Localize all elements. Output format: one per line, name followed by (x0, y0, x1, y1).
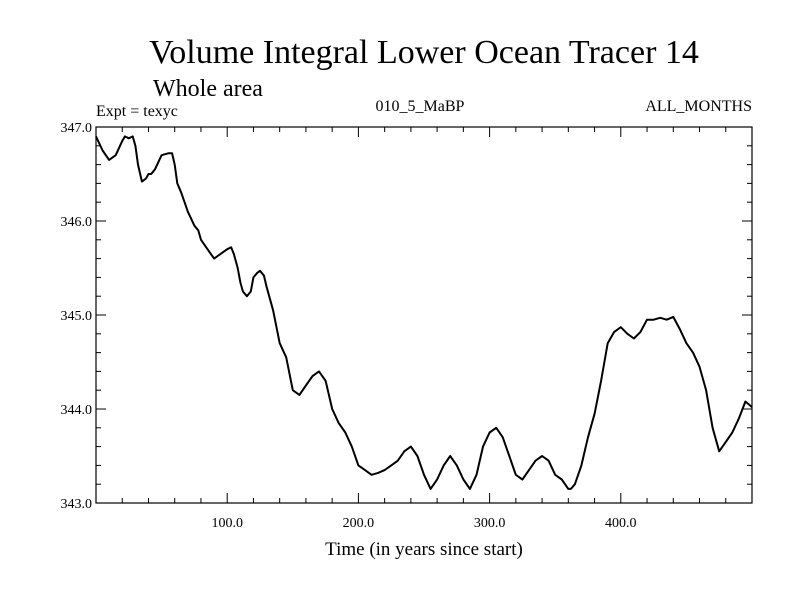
y-tick-label: 344.0 (61, 403, 93, 418)
x-tick-label: 400.0 (605, 516, 637, 531)
x-tick-label: 300.0 (474, 516, 506, 531)
axis-ticks (96, 127, 752, 503)
axis-tick-labels: 100.0 200.0 300.0 400.0 343.0 344.0 345.0 346.0… (61, 121, 637, 531)
y-tick-label: 343.0 (61, 497, 93, 512)
chart-title: Volume Integral Lower Ocean Tracer 14 (149, 34, 699, 71)
center-label: 010_5_MaBP (376, 98, 465, 115)
chart-subtitle: Whole area (153, 76, 263, 102)
experiment-label: Expt = texyc (96, 103, 178, 120)
x-tick-label: 100.0 (211, 516, 243, 531)
series-line (95, 135, 753, 490)
y-tick-label: 347.0 (61, 121, 93, 136)
plot-area (95, 126, 753, 504)
y-tick-label: 345.0 (61, 309, 93, 324)
y-tick-label: 346.0 (61, 215, 93, 230)
x-tick-label: 200.0 (343, 516, 375, 531)
x-axis-label: Time (in years since start) (325, 539, 523, 560)
right-label: ALL_MONTHS (645, 98, 752, 115)
